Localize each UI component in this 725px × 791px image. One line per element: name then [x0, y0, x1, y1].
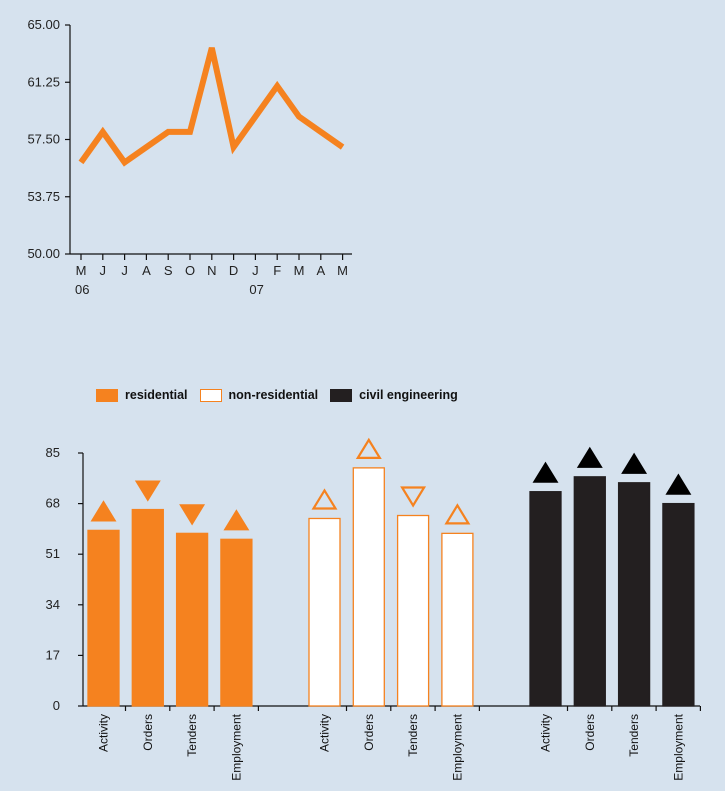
- category-label-orders: Orders: [362, 714, 376, 751]
- x-tick-label: O: [185, 263, 195, 278]
- category-label-orders: Orders: [583, 714, 597, 751]
- category-label-tenders: Tenders: [406, 714, 420, 757]
- legend-label-civil-engineering: civil engineering: [359, 388, 458, 402]
- x-tick-label: N: [207, 263, 216, 278]
- x-tick-label: J: [100, 263, 107, 278]
- legend-item-residential: residential: [96, 388, 188, 402]
- bar-non-residential-activity: [308, 517, 341, 707]
- bar-civil-engineering-activity: [529, 491, 562, 707]
- x-tick-label: D: [229, 263, 238, 278]
- bar-non-residential-tenders: [396, 514, 430, 707]
- trend-up-icon: [223, 509, 250, 531]
- bar-residential-tenders: [175, 532, 209, 707]
- x-tick-label: S: [164, 263, 173, 278]
- legend-item-non-residential: non-residential: [199, 388, 319, 402]
- bar-y-tick-label: 68: [46, 496, 60, 511]
- trend-down-icon: [400, 486, 427, 508]
- category-label-employment: Employment: [229, 713, 243, 780]
- trend-up-icon: [532, 461, 559, 483]
- bar-civil-engineering-employment: [662, 502, 695, 707]
- y-tick-label: 57.50: [27, 132, 60, 147]
- legend-swatch-residential: [96, 388, 118, 402]
- bar-residential-orders: [131, 508, 164, 707]
- legend-swatch-non-residential: [199, 388, 222, 402]
- x-tick-label: M: [294, 263, 305, 278]
- x-tick-label: M: [337, 263, 348, 278]
- y-tick-label: 61.25: [27, 74, 60, 89]
- legend-swatch-civil-engineering: [330, 388, 353, 402]
- trend-down-icon: [134, 480, 161, 502]
- year-label: 06: [75, 282, 89, 297]
- trend-up-icon: [665, 473, 692, 495]
- bar-residential-employment: [220, 538, 253, 707]
- bar-chart-legend: residential non-residential civil engine…: [96, 388, 470, 402]
- trend-up-icon: [621, 452, 648, 474]
- x-tick-label: F: [273, 263, 281, 278]
- category-label-tenders: Tenders: [185, 714, 199, 757]
- trend-up-icon: [90, 500, 117, 522]
- bar-y-tick-label: 17: [46, 647, 60, 662]
- bar-non-residential-orders: [352, 467, 385, 707]
- category-label-activity: Activity: [539, 714, 553, 752]
- trend-up-icon: [576, 446, 603, 468]
- legend-label-non-residential: non-residential: [228, 388, 319, 402]
- category-label-employment: Employment: [671, 713, 685, 780]
- x-tick-label: J: [121, 263, 128, 278]
- category-label-activity: Activity: [318, 714, 332, 752]
- trend-down-icon: [179, 504, 206, 526]
- trend-up-icon: [444, 503, 471, 525]
- category-label-tenders: Tenders: [627, 714, 641, 757]
- x-tick-label: M: [76, 263, 87, 278]
- category-label-activity: Activity: [97, 714, 111, 752]
- bar-non-residential-employment: [441, 532, 474, 707]
- bar-y-tick-label: 0: [53, 698, 60, 713]
- y-tick-label: 50.00: [27, 246, 60, 261]
- year-label: 07: [249, 282, 263, 297]
- y-tick-label: 65.00: [27, 17, 60, 32]
- category-label-employment: Employment: [450, 713, 464, 780]
- bar-civil-engineering-tenders: [617, 482, 651, 707]
- y-tick-label: 53.75: [27, 189, 60, 204]
- bar-residential-activity: [87, 529, 120, 707]
- category-label-orders: Orders: [141, 714, 155, 751]
- trend-up-icon: [311, 488, 338, 510]
- x-tick-label: J: [252, 263, 259, 278]
- legend-item-civil-engineering: civil engineering: [330, 388, 458, 402]
- bar-y-tick-label: 85: [46, 445, 60, 460]
- bar-y-tick-label: 34: [46, 597, 60, 612]
- x-tick-label: A: [316, 263, 325, 278]
- bar-y-tick-label: 51: [46, 546, 60, 561]
- legend-label-residential: residential: [125, 388, 188, 402]
- trend-up-icon: [355, 437, 382, 459]
- series-line: [78, 47, 345, 167]
- x-tick-label: A: [142, 263, 151, 278]
- bar-civil-engineering-orders: [573, 476, 606, 707]
